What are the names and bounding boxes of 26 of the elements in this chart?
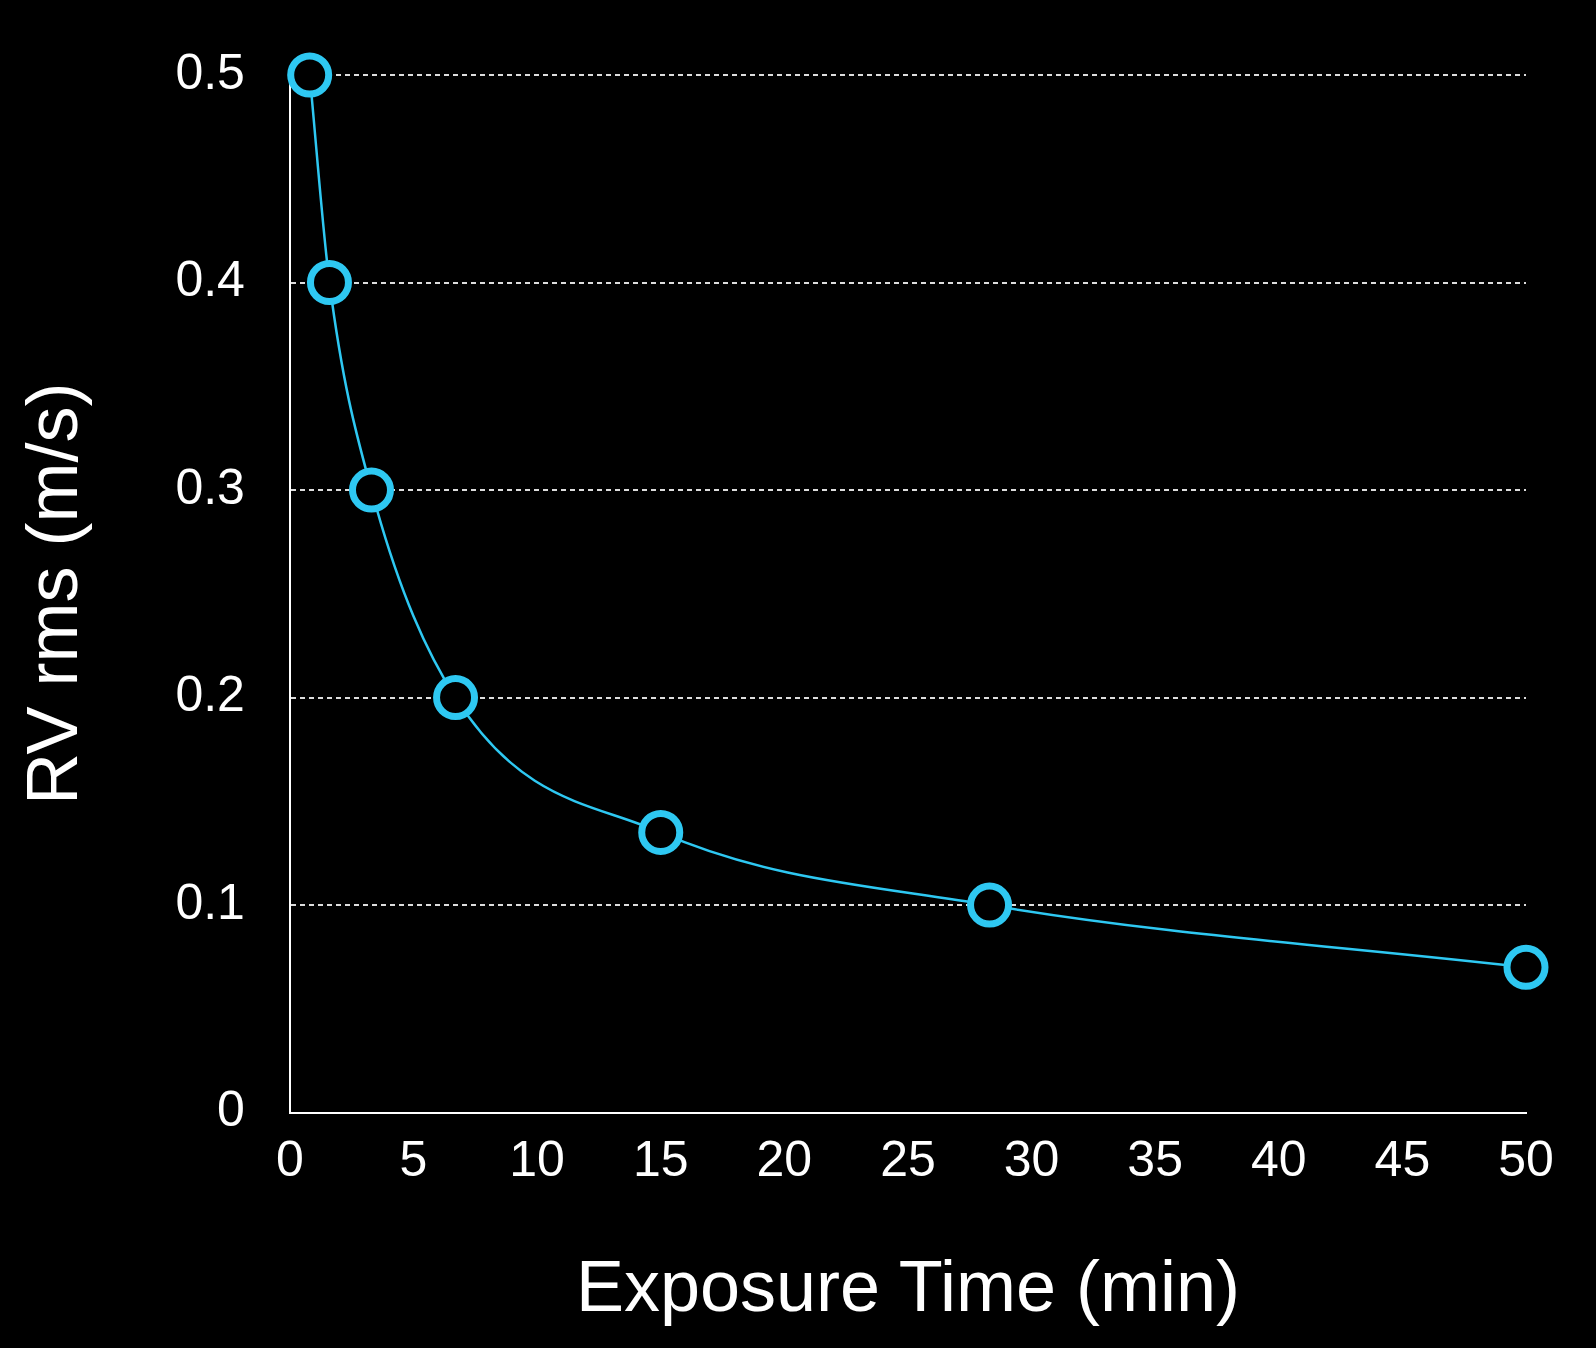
y-tick-label: 0.3	[175, 458, 245, 515]
x-tick-label: 5	[399, 1131, 428, 1188]
point	[348, 467, 394, 513]
y-tick-label: 0.1	[175, 873, 245, 930]
point	[638, 809, 684, 855]
x-tick-label: 45	[1374, 1131, 1431, 1188]
y-axis-title: RV rms (m/s)	[12, 382, 93, 806]
x-tick-label: 20	[756, 1131, 813, 1188]
x-tick-label: 0	[276, 1131, 304, 1188]
x-tick-label: 50	[1498, 1131, 1554, 1188]
y-tick-label: 0.5	[175, 43, 245, 100]
point	[1503, 944, 1549, 990]
x-tick-label: 35	[1127, 1131, 1183, 1188]
point	[967, 882, 1013, 928]
point	[306, 260, 352, 306]
x-tick-label: 25	[880, 1131, 936, 1188]
point	[433, 675, 479, 721]
y-tick-label: 0.2	[175, 666, 245, 723]
x-tick-label: 10	[509, 1131, 565, 1188]
y-tick-label: 0	[217, 1081, 245, 1138]
x-tick-label: 30	[1003, 1131, 1060, 1188]
point	[287, 52, 333, 98]
x-axis-title: Exposure Time (min)	[575, 1245, 1241, 1326]
x-tick-label: 15	[632, 1131, 689, 1188]
y-tick-label: 0.4	[175, 251, 245, 308]
x-tick-label: 40	[1250, 1131, 1307, 1188]
